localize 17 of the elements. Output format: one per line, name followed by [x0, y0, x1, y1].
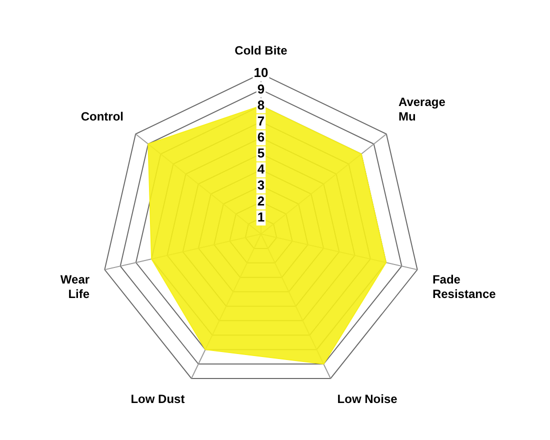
spoke-label: Fade Resistance: [432, 272, 496, 302]
y-tick-label: 10: [254, 65, 268, 80]
spoke-label: Low Noise: [337, 392, 398, 406]
spoke-label: Wear Life: [60, 272, 90, 302]
y-tick-label: 4: [257, 161, 266, 176]
y-tick-label: 2: [257, 194, 265, 209]
y-tick-label: 9: [257, 81, 265, 96]
y-tick-label: 1: [257, 210, 265, 225]
spoke-label: Cold Bite: [234, 43, 288, 58]
y-tick-label: 5: [257, 145, 265, 160]
spoke-label: Control: [80, 109, 124, 124]
y-tick-label: 3: [257, 177, 265, 192]
y-tick-label: 8: [257, 97, 265, 112]
spoke-label: Low Dust: [130, 392, 185, 406]
y-tick-label: 6: [257, 129, 265, 144]
y-tick-label: 7: [257, 113, 265, 128]
spoke-label: Average Mu: [398, 95, 446, 124]
